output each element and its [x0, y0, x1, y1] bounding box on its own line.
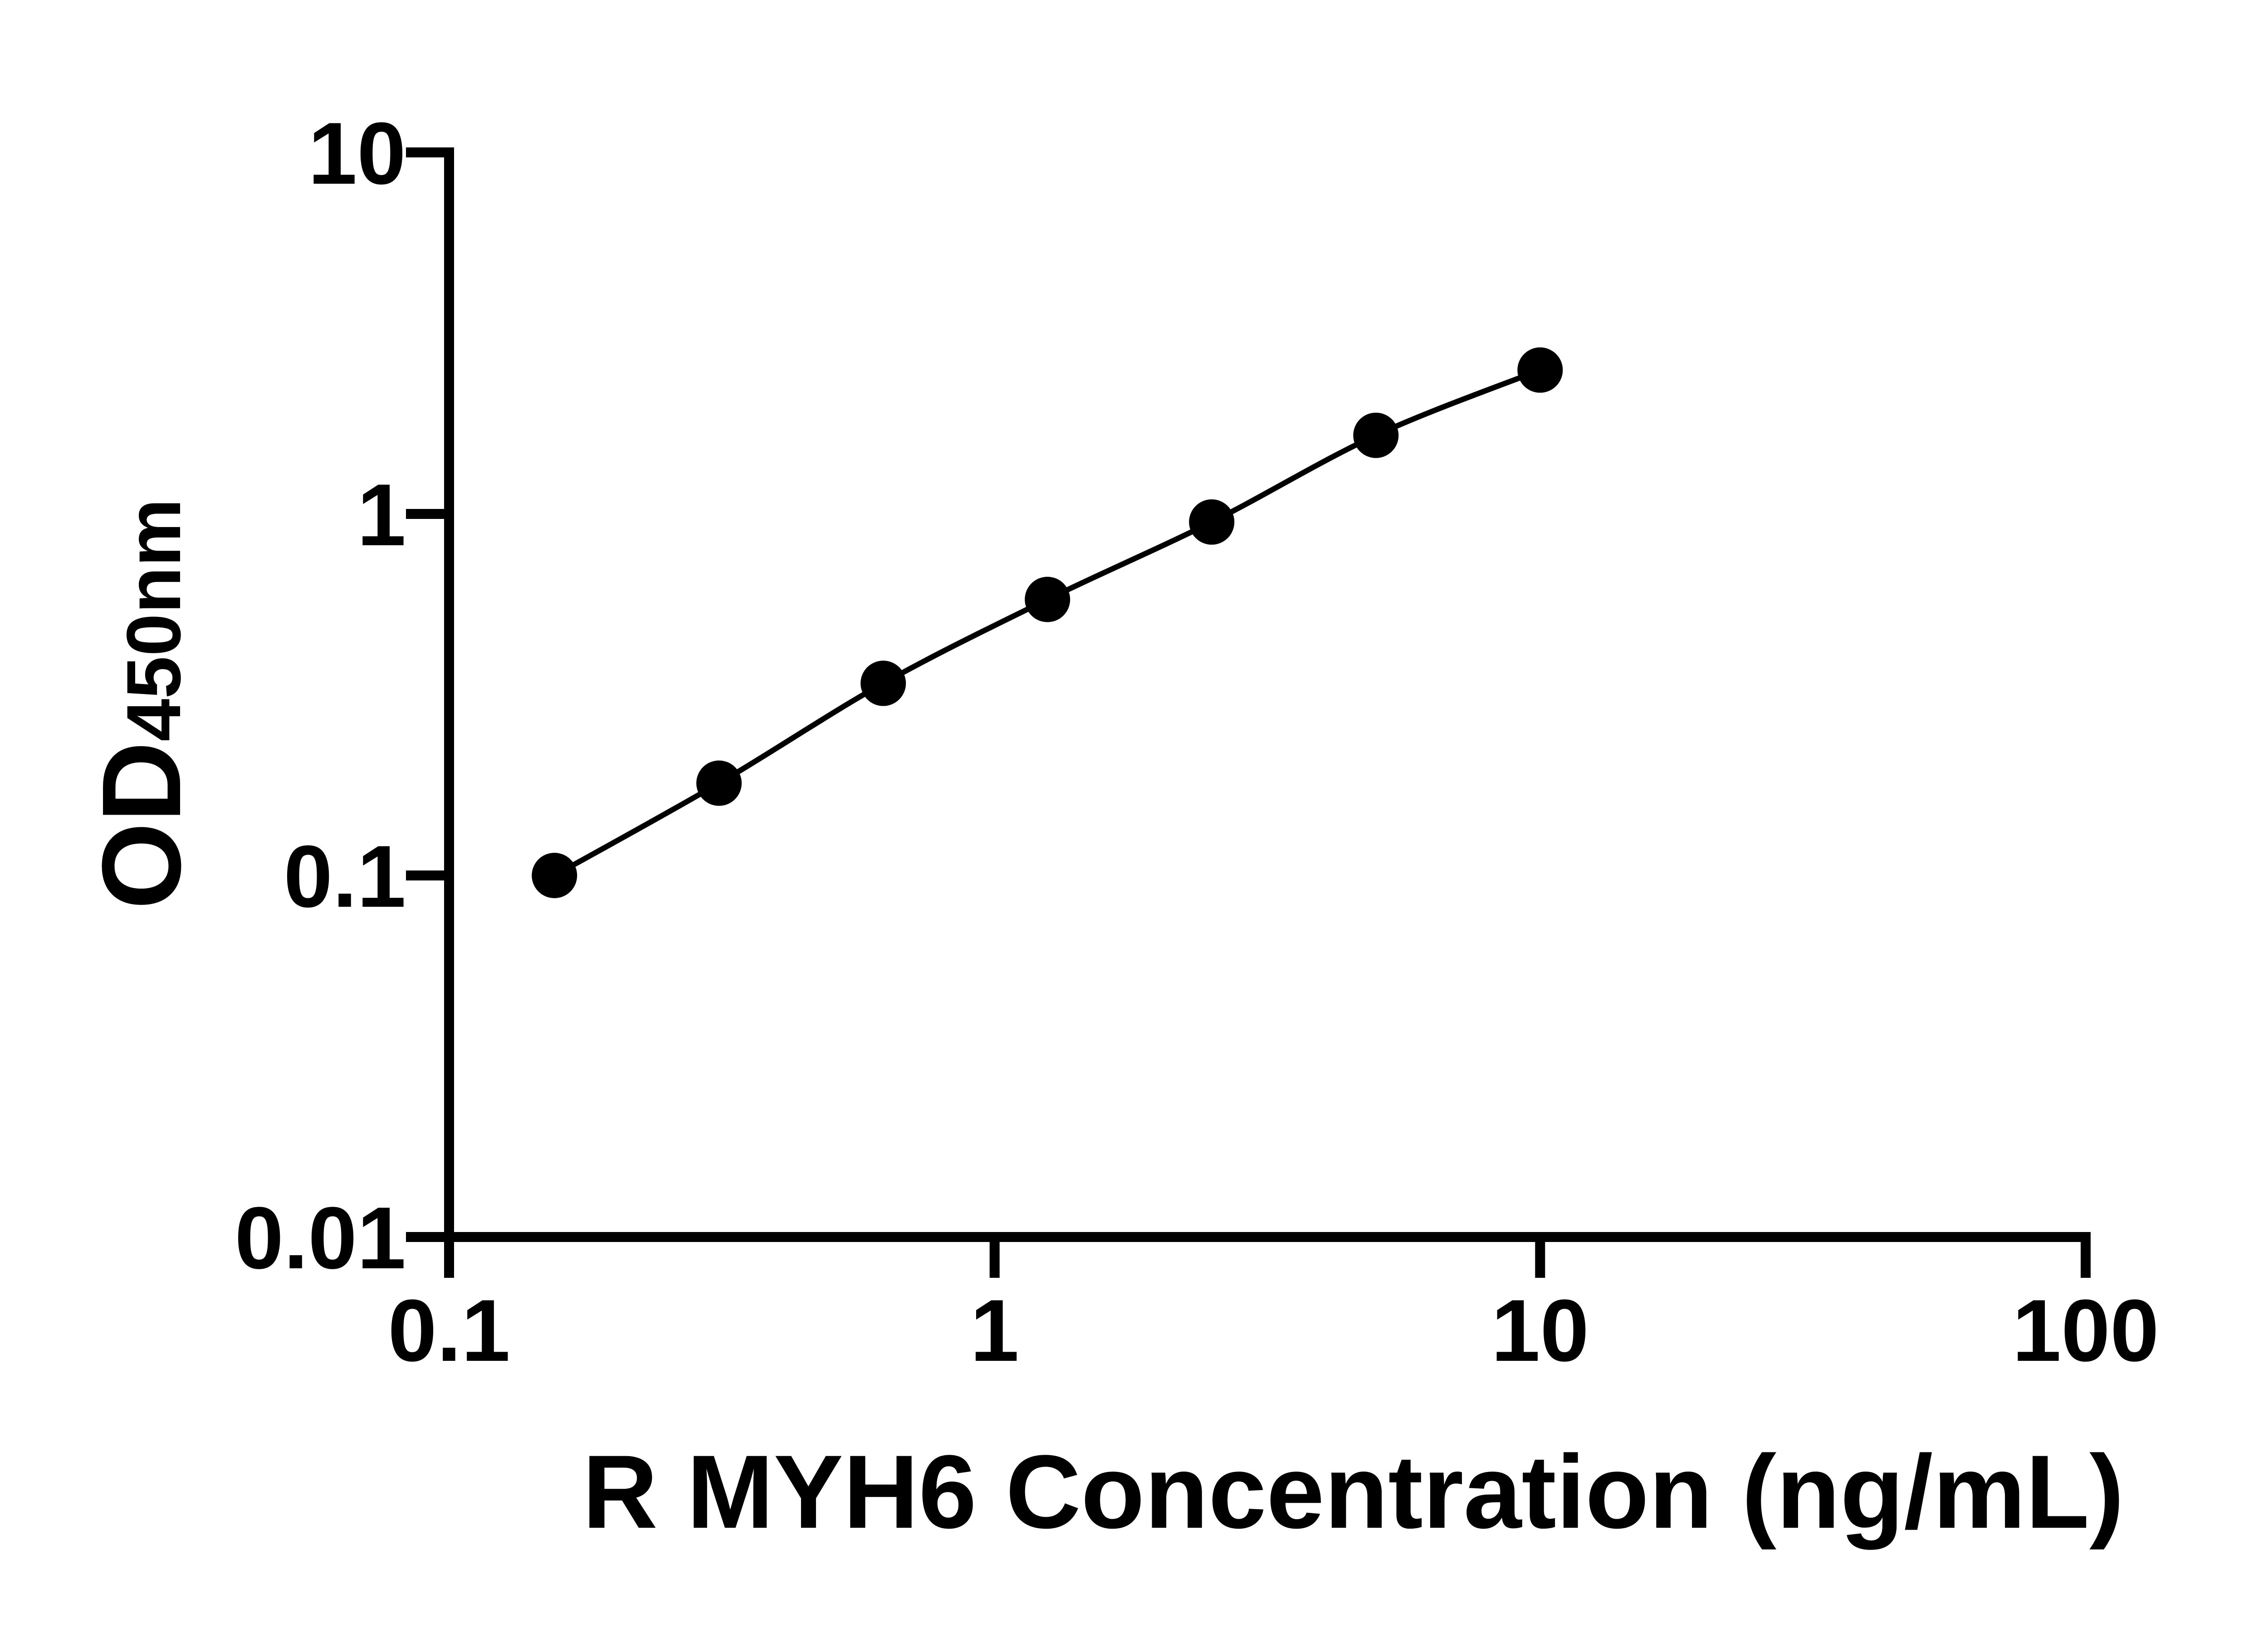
svg-text:1: 1 [970, 1281, 1019, 1380]
svg-text:100: 100 [2012, 1281, 2159, 1380]
svg-text:10: 10 [308, 104, 406, 203]
svg-text:10: 10 [1491, 1281, 1589, 1380]
svg-text:0.1: 0.1 [284, 827, 406, 926]
svg-text:0.01: 0.01 [235, 1189, 406, 1287]
svg-text:R MYH6 Concentration (ng/mL): R MYH6 Concentration (ng/mL) [582, 1433, 2124, 1550]
svg-text:1: 1 [357, 466, 406, 564]
svg-text:0.1: 0.1 [388, 1281, 510, 1380]
